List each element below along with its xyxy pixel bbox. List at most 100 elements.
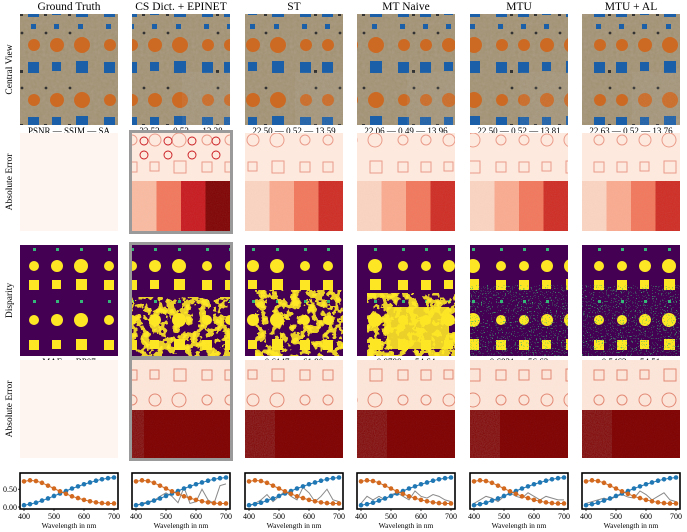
data-point-orange <box>376 480 382 486</box>
spectrum-plot: 400 500 600 700 Wavelength in nm <box>580 472 682 530</box>
series-line-orange <box>585 479 676 504</box>
data-point-orange <box>643 497 649 503</box>
data-point-orange <box>163 486 169 491</box>
disparity-image <box>20 245 118 356</box>
data-point-orange <box>39 480 45 486</box>
central-view-metrics: 22.06 — 0.49 — 13.96 <box>364 126 448 136</box>
error-noise <box>470 181 568 231</box>
data-point-orange <box>51 486 57 491</box>
data-point-orange <box>69 494 75 499</box>
data-point-blue <box>649 480 655 485</box>
data-point-blue <box>139 501 145 507</box>
row-label-abs_error_1: Absolute Error <box>5 153 15 211</box>
data-point-orange <box>543 500 549 505</box>
disparity-image <box>470 245 568 356</box>
spectrum-plot: 400 500 600 700 Wavelength in nm 0.00 0.50 <box>3 472 120 530</box>
data-point-orange <box>673 501 679 506</box>
series-line-orange <box>23 479 114 504</box>
data-point-orange <box>27 478 33 483</box>
x-axis-label: Wavelength in nm <box>42 521 97 530</box>
spectrum-plots: 400 500 600 700 Wavelength in nm 0.00 0.50 400 5… <box>3 472 682 530</box>
data-point-blue <box>45 496 51 501</box>
absolute-error-image <box>470 133 568 231</box>
absolute-error-image <box>582 133 680 231</box>
data-point-blue <box>519 486 525 491</box>
data-point-blue <box>223 475 229 480</box>
data-point-blue <box>543 478 549 483</box>
data-point-blue <box>388 493 394 499</box>
data-point-blue <box>436 476 442 482</box>
data-point-orange <box>471 479 477 484</box>
data-point-blue <box>157 496 163 501</box>
error-noise <box>357 181 455 231</box>
data-point-orange <box>111 501 117 506</box>
data-point-orange <box>655 500 661 505</box>
data-point-orange <box>282 489 288 494</box>
central-view-metrics: 22.63 — 0.52 — 13.76 <box>589 126 673 136</box>
data-point-orange <box>501 486 507 491</box>
x-tick-label: 600 <box>528 512 540 521</box>
data-point-orange <box>258 478 264 484</box>
data-point-orange <box>139 478 145 483</box>
y-tick-label: 0.50 <box>3 485 17 494</box>
data-point-orange <box>625 491 631 497</box>
data-point-blue <box>39 498 45 503</box>
data-point-orange <box>75 495 81 501</box>
data-point-blue <box>661 476 667 482</box>
data-point-blue <box>258 500 264 506</box>
y-tick-label: 0.00 <box>3 503 17 512</box>
error-ring <box>139 136 149 146</box>
data-point-blue <box>583 502 589 508</box>
data-point-orange <box>555 501 561 506</box>
data-point-orange <box>477 478 483 483</box>
x-axis-label: Wavelength in nm <box>604 521 659 530</box>
central-view-metrics: 22.50 — 0.52 — 13.81 <box>477 126 560 136</box>
x-axis-label: Wavelength in nm <box>379 521 434 530</box>
panels: PSNR — SSIM — SAMAE — BP0722.53 — 0.52 —… <box>20 14 680 461</box>
spectrum-plot: 400 500 600 700 Wavelength in nm <box>355 472 457 530</box>
x-tick-label: 400 <box>468 512 480 521</box>
disparity-error-image <box>470 360 568 458</box>
central-view-image <box>470 14 568 125</box>
x-tick-label: 500 <box>273 512 285 521</box>
data-point-blue <box>217 475 223 481</box>
error-background <box>20 360 118 458</box>
column-title: MT Naive <box>382 1 429 13</box>
reconstruction-noise <box>632 72 680 125</box>
column-title: CS Dict. + EPINET <box>135 1 226 13</box>
data-point-blue <box>555 475 561 481</box>
data-point-blue <box>336 475 342 480</box>
data-point-blue <box>483 500 489 506</box>
data-point-blue <box>549 476 555 482</box>
disparity-artifacts <box>132 297 230 356</box>
data-point-blue <box>370 500 376 506</box>
data-point-orange <box>613 486 619 491</box>
data-point-orange <box>336 501 342 506</box>
data-point-orange <box>364 478 370 483</box>
x-tick-label: 600 <box>190 512 202 521</box>
data-point-orange <box>199 499 205 504</box>
data-point-orange <box>400 491 406 497</box>
data-point-orange <box>424 499 430 504</box>
data-point-blue <box>324 476 330 482</box>
data-point-blue <box>501 493 507 499</box>
x-axis-label: Wavelength in nm <box>154 521 209 530</box>
error-noise <box>132 181 230 231</box>
prediction-line <box>473 492 564 504</box>
disparity-error-image <box>245 360 343 458</box>
x-tick-label: 400 <box>355 512 367 521</box>
x-tick-label: 600 <box>78 512 90 521</box>
error-outline <box>132 133 230 181</box>
disparity-artifacts <box>470 285 568 356</box>
column-1: 22.53 — 0.52 — 13.380.3386 — 45.56 <box>129 14 233 461</box>
data-point-blue <box>270 496 276 501</box>
data-point-blue <box>75 484 81 489</box>
central-view-metrics: PSNR — SSIM — SA <box>28 126 111 136</box>
data-point-blue <box>33 500 39 506</box>
data-point-orange <box>270 483 276 488</box>
central-view-content <box>20 14 118 125</box>
error-ring <box>187 136 197 146</box>
data-point-orange <box>607 483 613 488</box>
disparity-artifacts <box>582 285 680 356</box>
column-2: 22.50 — 0.52 — 13.590.6147 — 61.90 <box>245 14 343 458</box>
